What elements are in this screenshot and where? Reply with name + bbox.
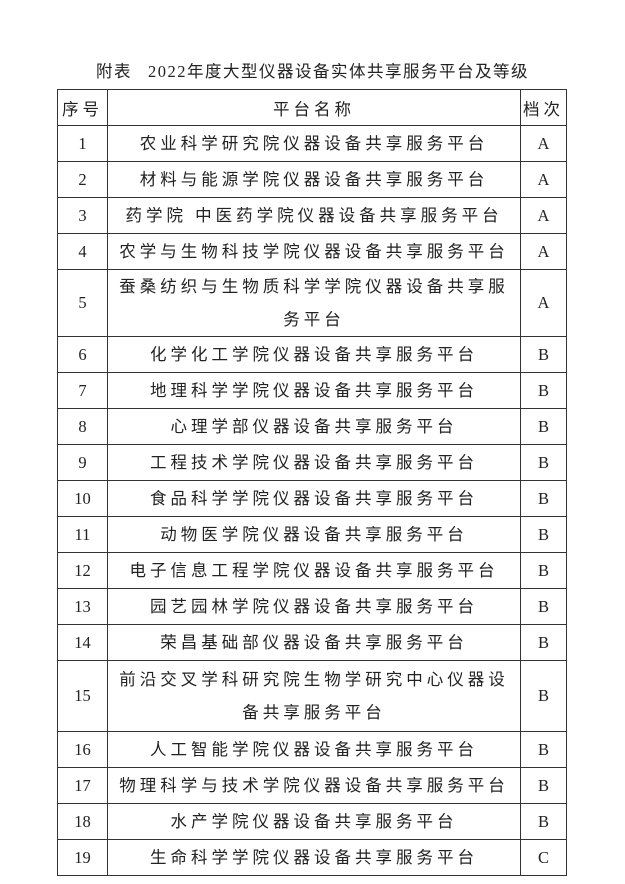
grade-cell: B [520,444,567,481]
grade-cell: B [520,552,567,589]
row-number: 17 [57,767,108,804]
grade-cell: B [520,803,567,840]
table-row: 7 地理科学学院仪器设备共享服务平台 B [57,372,567,409]
header-grade: 档次 [520,89,567,126]
table-row: 19 生命科学学院仪器设备共享服务平台 C [57,839,567,876]
grade-cell: A [520,125,567,162]
platform-name: 动物医学院仪器设备共享服务平台 [107,516,521,553]
platform-name: 人工智能学院仪器设备共享服务平台 [107,731,521,768]
row-number: 16 [57,731,108,768]
grade-cell: B [520,372,567,409]
table-row: 18 水产学院仪器设备共享服务平台 B [57,803,567,840]
platform-name: 工程技术学院仪器设备共享服务平台 [107,444,521,481]
row-number: 8 [57,408,108,445]
platform-name: 物理科学与技术学院仪器设备共享服务平台 [107,767,521,804]
table-row: 6 化学化工学院仪器设备共享服务平台 B [57,336,567,373]
platform-name: 食品科学学院仪器设备共享服务平台 [107,480,521,517]
platform-name: 药学院 中医药学院仪器设备共享服务平台 [107,197,521,234]
grade-cell: B [520,660,567,732]
platform-name: 农学与生物科技学院仪器设备共享服务平台 [107,233,521,270]
platform-name: 蚕桑纺织与生物质科学学院仪器设备共享服务平台 [107,269,521,337]
row-number: 1 [57,125,108,162]
platform-name: 电子信息工程学院仪器设备共享服务平台 [107,552,521,589]
grade-cell: B [520,731,567,768]
row-number: 5 [57,269,108,337]
row-number: 12 [57,552,108,589]
platform-name: 材料与能源学院仪器设备共享服务平台 [107,161,521,198]
header-row: 序号 平台名称 档次 [57,89,567,126]
row-number: 2 [57,161,108,198]
table-row: 14 荣昌基础部仪器设备共享服务平台 B [57,624,567,661]
platform-name: 生命科学学院仪器设备共享服务平台 [107,839,521,876]
platform-table: 序号 平台名称 档次 1 农业科学研究院仪器设备共享服务平台 A 2 材料与能源学院仪器… [57,89,567,876]
table-row: 13 园艺园林学院仪器设备共享服务平台 B [57,588,567,625]
table-row: 8 心理学部仪器设备共享服务平台 B [57,408,567,445]
table-row: 2 材料与能源学院仪器设备共享服务平台 A [57,161,567,198]
platform-name: 心理学部仪器设备共享服务平台 [107,408,521,445]
caption-prefix: 附表 [96,62,132,81]
table-row: 11 动物医学院仪器设备共享服务平台 B [57,516,567,553]
platform-name: 园艺园林学院仪器设备共享服务平台 [107,588,521,625]
grade-cell: B [520,408,567,445]
table-row: 9 工程技术学院仪器设备共享服务平台 B [57,444,567,481]
table-row: 17 物理科学与技术学院仪器设备共享服务平台 B [57,767,567,804]
row-number: 9 [57,444,108,481]
header-no: 序号 [57,89,108,126]
grade-cell: B [520,516,567,553]
row-number: 19 [57,839,108,876]
row-number: 15 [57,660,108,732]
table-row: 1 农业科学研究院仪器设备共享服务平台 A [57,125,567,162]
grade-cell: B [520,588,567,625]
grade-cell: B [520,336,567,373]
table-row: 3 药学院 中医药学院仪器设备共享服务平台 A [57,197,567,234]
table-row: 4 农学与生物科技学院仪器设备共享服务平台 A [57,233,567,270]
table-caption: 附表 2022年度大型仪器设备实体共享服务平台及等级 [0,58,625,82]
table-row: 16 人工智能学院仪器设备共享服务平台 B [57,731,567,768]
grade-cell: A [520,161,567,198]
table-row: 5 蚕桑纺织与生物质科学学院仪器设备共享服务平台 A [57,269,567,337]
row-number: 4 [57,233,108,270]
row-number: 3 [57,197,108,234]
grade-cell: A [520,269,567,337]
grade-cell: B [520,767,567,804]
grade-cell: A [520,197,567,234]
row-number: 11 [57,516,108,553]
platform-name: 前沿交叉学科研究院生物学研究中心仪器设备共享服务平台 [107,660,521,732]
platform-name: 荣昌基础部仪器设备共享服务平台 [107,624,521,661]
grade-cell: A [520,233,567,270]
grade-cell: B [520,624,567,661]
row-number: 14 [57,624,108,661]
platform-name: 农业科学研究院仪器设备共享服务平台 [107,125,521,162]
grade-cell: B [520,480,567,517]
header-name: 平台名称 [107,89,521,126]
grade-cell: C [520,839,567,876]
table-row: 10 食品科学学院仪器设备共享服务平台 B [57,480,567,517]
row-number: 7 [57,372,108,409]
table-row: 12 电子信息工程学院仪器设备共享服务平台 B [57,552,567,589]
row-number: 13 [57,588,108,625]
platform-name: 化学化工学院仪器设备共享服务平台 [107,336,521,373]
caption-text: 2022年度大型仪器设备实体共享服务平台及等级 [148,62,529,81]
row-number: 10 [57,480,108,517]
row-number: 6 [57,336,108,373]
platform-name: 地理科学学院仪器设备共享服务平台 [107,372,521,409]
platform-name: 水产学院仪器设备共享服务平台 [107,803,521,840]
table-row: 15 前沿交叉学科研究院生物学研究中心仪器设备共享服务平台 B [57,660,567,732]
row-number: 18 [57,803,108,840]
